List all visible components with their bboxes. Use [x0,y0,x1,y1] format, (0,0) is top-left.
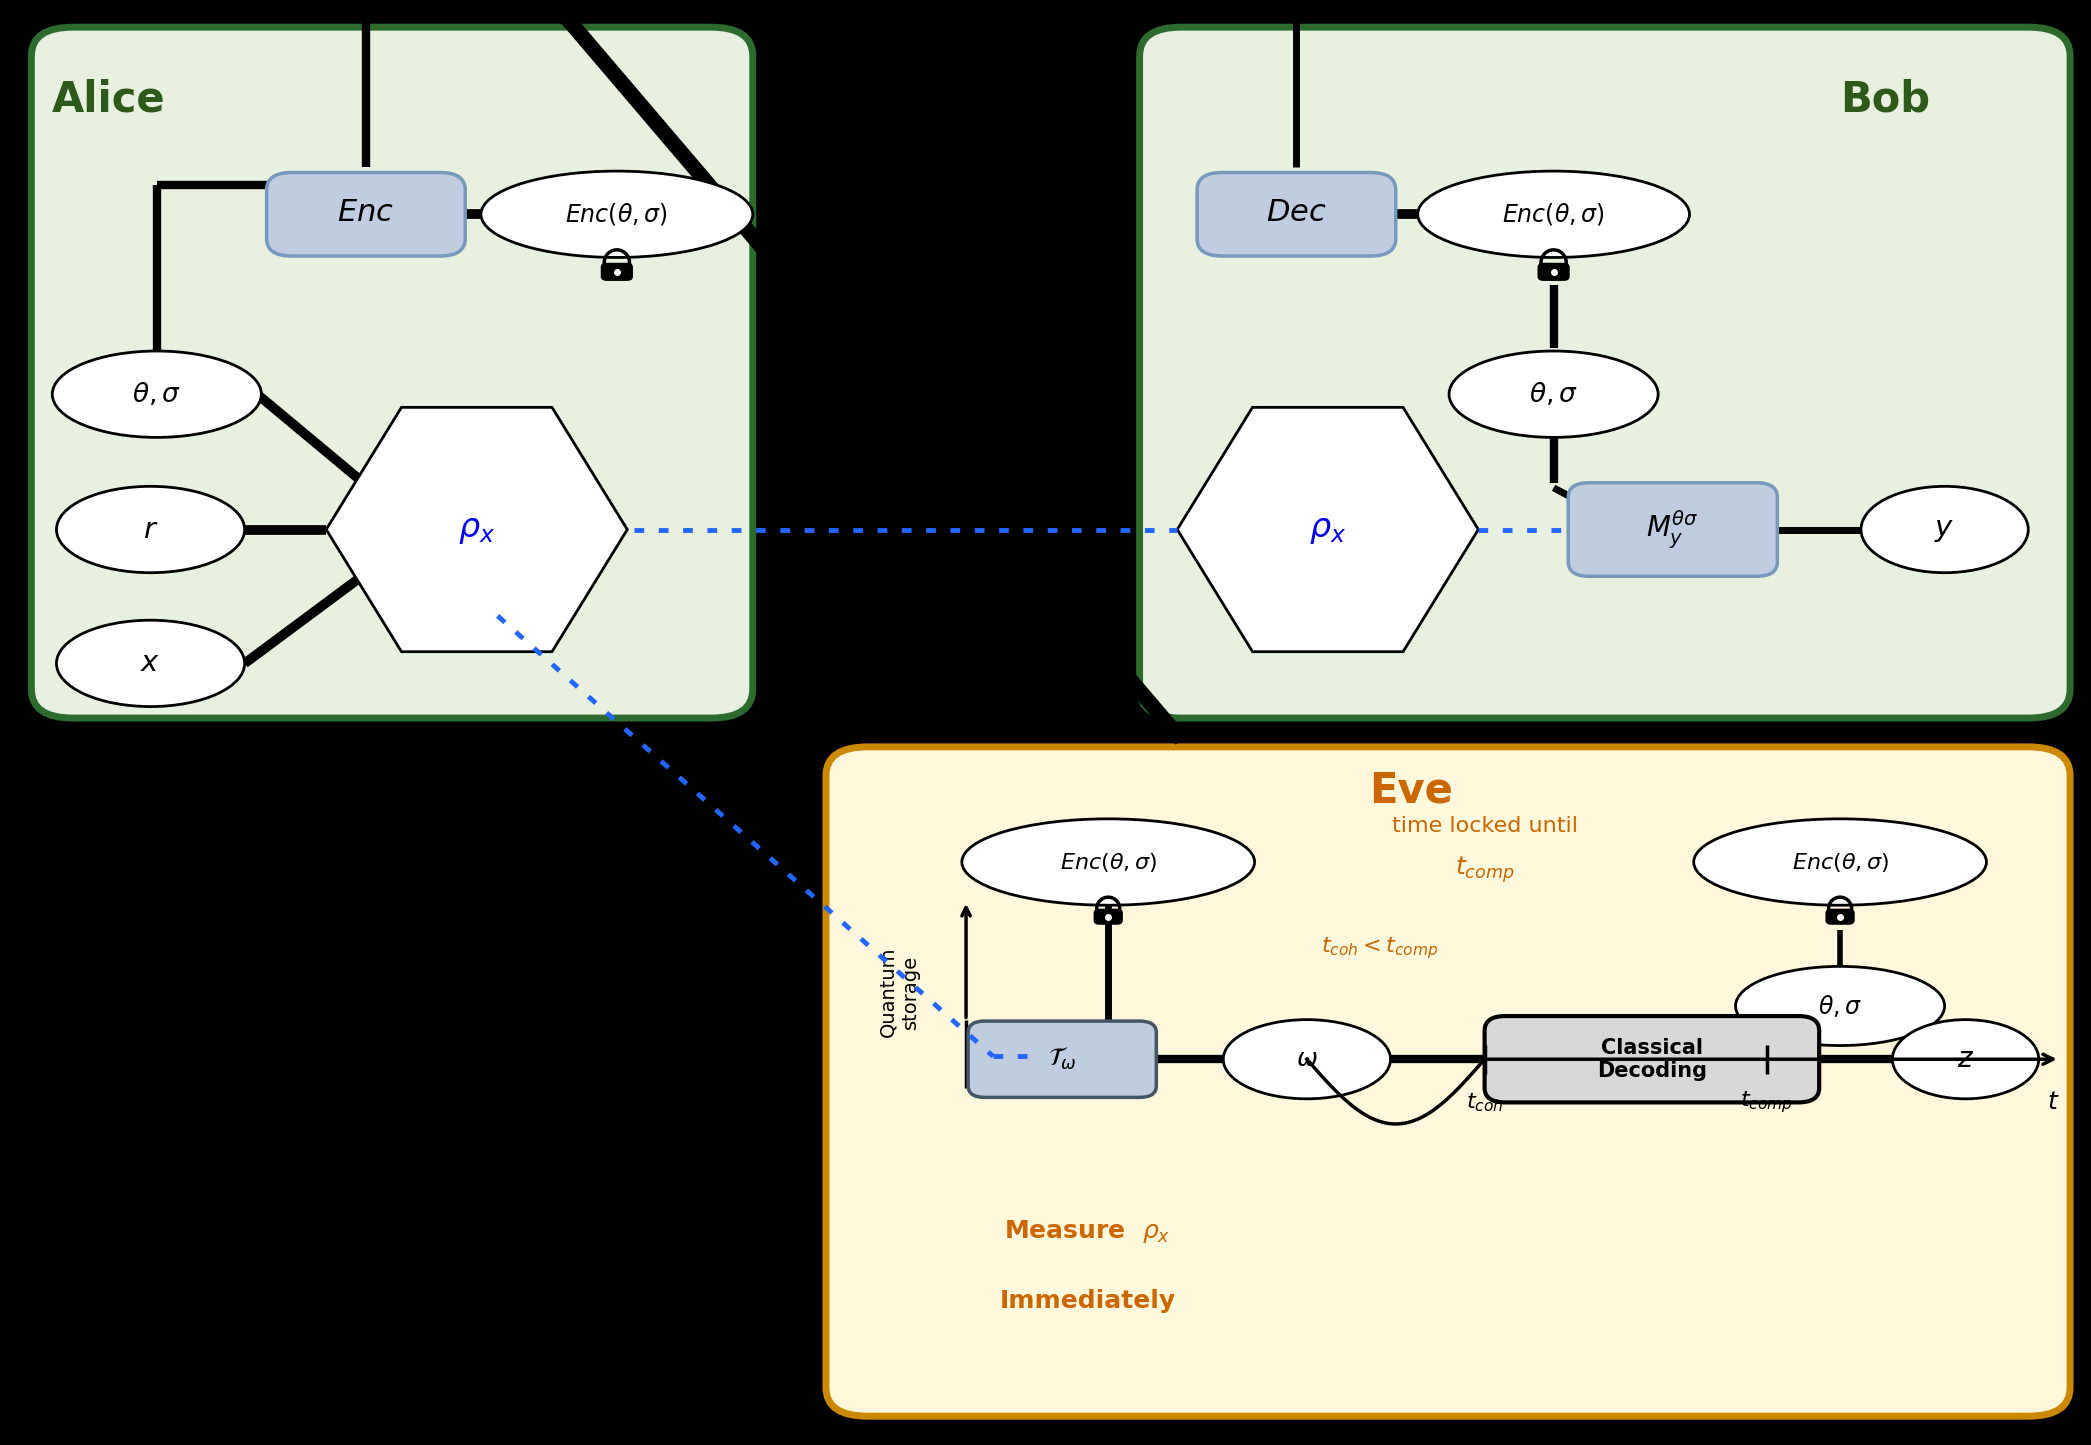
FancyBboxPatch shape [1485,1016,1819,1103]
Text: time locked until: time locked until [1393,816,1577,837]
Text: $\mathit{Enc}(\theta,\sigma)$: $\mathit{Enc}(\theta,\sigma)$ [1060,851,1156,874]
Text: $x$: $x$ [140,649,161,678]
Text: $M_y^{\theta\sigma}$: $M_y^{\theta\sigma}$ [1646,509,1700,551]
Ellipse shape [481,171,753,257]
Ellipse shape [1694,819,1986,905]
Ellipse shape [962,819,1255,905]
Text: Eve: Eve [1370,769,1453,811]
Text: Alice: Alice [52,78,165,120]
FancyBboxPatch shape [968,1022,1156,1097]
Text: $t_{coh}$: $t_{coh}$ [1466,1091,1503,1114]
Text: $y$: $y$ [1934,516,1955,543]
Text: $\theta,\sigma$: $\theta,\sigma$ [132,380,182,407]
Text: $\mathit{Enc}(\theta,\sigma)$: $\mathit{Enc}(\theta,\sigma)$ [1501,201,1606,227]
Text: $t_{comp}$: $t_{comp}$ [1740,1090,1794,1116]
Text: Measure  $\rho_x$: Measure $\rho_x$ [1004,1218,1171,1246]
FancyBboxPatch shape [826,747,2070,1416]
Ellipse shape [1449,351,1658,438]
FancyBboxPatch shape [1140,27,2070,718]
Polygon shape [1177,407,1478,652]
Text: $t$: $t$ [2047,1091,2060,1114]
Text: Quantum
storage: Quantum storage [878,946,920,1038]
FancyBboxPatch shape [1196,172,1395,256]
Text: Immediately: Immediately [999,1289,1175,1314]
FancyBboxPatch shape [31,27,753,718]
Ellipse shape [1736,967,1945,1046]
Ellipse shape [1418,171,1690,257]
Ellipse shape [52,351,261,438]
Ellipse shape [1892,1020,2039,1098]
Ellipse shape [1223,1020,1391,1098]
Ellipse shape [56,487,245,572]
Text: $\mathit{Enc}(\theta,\sigma)$: $\mathit{Enc}(\theta,\sigma)$ [1792,851,1888,874]
Text: $\boldsymbol{\rho_x}$: $\boldsymbol{\rho_x}$ [458,513,496,546]
Text: $t_{coh} < t_{comp}$: $t_{coh} < t_{comp}$ [1322,935,1439,961]
Text: $\mathcal{T}_\omega$: $\mathcal{T}_\omega$ [1048,1046,1077,1072]
Text: $r$: $r$ [142,516,159,543]
FancyBboxPatch shape [600,263,634,280]
FancyBboxPatch shape [1094,909,1123,925]
Text: $\mathit{Dec}$: $\mathit{Dec}$ [1267,198,1326,227]
Text: $\omega$: $\omega$ [1296,1048,1317,1071]
Text: $\theta,\sigma$: $\theta,\sigma$ [1529,380,1579,407]
Text: $t_{comp}$: $t_{comp}$ [1455,854,1514,884]
FancyBboxPatch shape [1537,263,1570,280]
Text: Classical
Decoding: Classical Decoding [1598,1038,1706,1081]
Text: $\mathit{Enc}$: $\mathit{Enc}$ [337,198,395,227]
FancyBboxPatch shape [268,172,464,256]
Text: $z$: $z$ [1957,1045,1974,1074]
Polygon shape [326,407,627,652]
Text: $\mathit{Enc}(\theta,\sigma)$: $\mathit{Enc}(\theta,\sigma)$ [565,201,669,227]
Ellipse shape [1861,487,2028,572]
Text: $\boldsymbol{\rho_x}$: $\boldsymbol{\rho_x}$ [1309,513,1347,546]
FancyBboxPatch shape [1568,483,1777,577]
Text: $\theta,\sigma$: $\theta,\sigma$ [1817,993,1863,1019]
FancyBboxPatch shape [1825,909,1855,925]
Text: Bob: Bob [1840,78,1930,120]
Ellipse shape [56,620,245,707]
